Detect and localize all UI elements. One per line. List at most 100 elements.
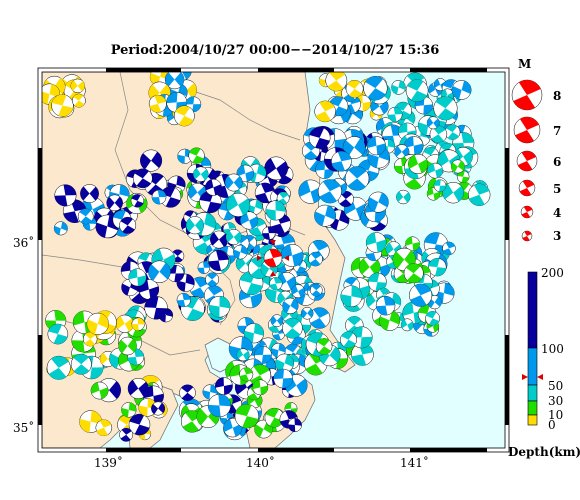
depth-tick-50: 50 (548, 379, 563, 393)
quake-marker (82, 331, 98, 347)
quake-marker (427, 162, 444, 179)
quake-marker (127, 378, 149, 400)
quake-marker (159, 186, 182, 208)
quake-marker (215, 377, 233, 395)
quake-marker (128, 413, 151, 436)
quake-marker (351, 343, 374, 366)
quake-marker (450, 159, 465, 174)
quake-marker (86, 312, 109, 335)
quake-marker (243, 323, 265, 344)
y-tick-35: 35˚ (13, 420, 34, 435)
quake-marker (225, 228, 242, 245)
quake-marker (236, 348, 250, 362)
quake-marker (426, 116, 440, 130)
magnitude-legend-symbol (520, 205, 534, 219)
quake-marker (144, 296, 168, 320)
quake-marker (287, 418, 302, 433)
x-tick-141: 141˚ (400, 455, 429, 470)
quake-marker (428, 258, 447, 277)
quake-marker (71, 93, 86, 108)
quake-marker (282, 297, 299, 315)
mainshock-pointer (284, 255, 289, 261)
quake-marker (409, 283, 433, 307)
magnitude-legend-symbol (511, 79, 543, 111)
quake-marker (128, 268, 147, 287)
quake-marker (309, 283, 323, 297)
quake-marker (403, 263, 424, 284)
quake-marker (119, 216, 137, 234)
quake-marker (400, 318, 414, 332)
quake-marker (468, 183, 491, 206)
quake-marker (325, 72, 348, 92)
quake-marker (70, 353, 92, 375)
quake-marker (80, 184, 99, 203)
quake-marker (344, 166, 370, 191)
magnitude-label-6: 6 (553, 155, 561, 169)
quake-marker (269, 277, 283, 291)
x-tick-140: 140˚ (246, 455, 275, 470)
depth-tick-0: 0 (548, 418, 556, 432)
quake-marker (308, 127, 331, 149)
depth-band-yellow (527, 414, 538, 426)
quake-marker (387, 106, 403, 122)
quake-marker (54, 184, 77, 207)
magnitude-legend-symbol (521, 230, 533, 242)
magnitude-label-3: 3 (553, 229, 561, 243)
quake-marker (132, 168, 153, 189)
magnitude-label-5: 5 (553, 182, 561, 196)
quake-marker (275, 353, 295, 373)
quake-marker (392, 247, 416, 272)
quake-marker (367, 272, 387, 292)
quake-marker (138, 279, 160, 300)
quake-marker (151, 189, 167, 205)
depth-axis-label: Depth(km) (508, 445, 580, 459)
quake-marker (239, 367, 254, 382)
map-body (42, 72, 505, 448)
quake-marker (264, 156, 288, 181)
quake-marker (363, 76, 388, 101)
magnitude-label-7: 7 (553, 124, 561, 138)
quake-marker (148, 260, 171, 283)
quake-marker (208, 250, 229, 271)
quake-marker (270, 314, 284, 327)
quake-marker (433, 179, 447, 193)
quake-marker (451, 80, 472, 100)
quake-marker (208, 295, 231, 318)
quake-marker (193, 166, 209, 182)
quake-marker (177, 148, 193, 164)
quake-marker (166, 264, 185, 283)
depth-colorbar: 200 100 50 30 10 0 Depth(km) (508, 266, 580, 459)
quake-marker (207, 393, 232, 418)
quake-marker (265, 200, 286, 221)
quake-marker (234, 404, 259, 429)
quake-marker (130, 194, 145, 208)
quake-marker (119, 427, 134, 442)
quake-marker (396, 189, 411, 205)
map-frame (37, 67, 510, 453)
quake-marker (308, 251, 323, 267)
quake-marker (342, 136, 366, 159)
quake-marker (224, 173, 243, 192)
mainshock-pointer (270, 240, 276, 245)
quake-marker (345, 79, 364, 98)
quake-marker (314, 204, 337, 227)
map-title: Period:2004/10/27 00:00−−2014/10/27 15:3… (110, 43, 440, 58)
quake-marker (291, 284, 305, 299)
quake-marker (115, 314, 134, 333)
quake-marker (205, 178, 222, 196)
quake-marker (47, 323, 69, 345)
quake-marker (77, 208, 94, 225)
quake-marker (264, 407, 285, 428)
quake-marker (90, 381, 109, 400)
quake-marker (121, 402, 137, 418)
quake-marker (51, 94, 74, 117)
quake-marker (252, 379, 269, 396)
magnitude-legend-symbol (518, 179, 536, 197)
quake-marker (444, 124, 461, 140)
depth-band-mid (527, 347, 538, 386)
quake-marker (70, 78, 85, 94)
quake-marker (254, 345, 272, 364)
quake-marker (433, 96, 458, 121)
quake-marker (408, 153, 429, 174)
